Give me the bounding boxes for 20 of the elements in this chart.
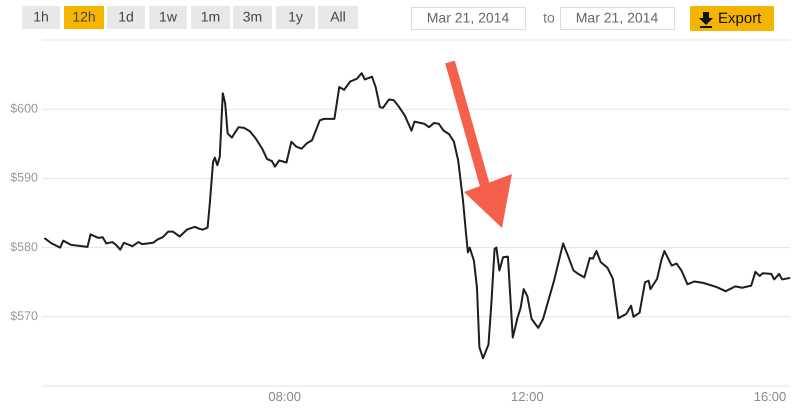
line-series — [44, 72, 790, 360]
y-tick-label: $580 — [10, 240, 38, 254]
text: All — [330, 8, 346, 25]
text: 1m — [200, 8, 220, 25]
x-tick-label: 12:00 — [511, 389, 544, 404]
y-tick-label: $590 — [10, 170, 38, 185]
y-tick-label: $570 — [10, 309, 38, 324]
text: 1y — [288, 8, 303, 25]
text: Mar 21, 2014 — [576, 10, 658, 26]
text: to — [543, 10, 556, 26]
text: 1d — [118, 8, 134, 25]
text: 12h — [72, 8, 96, 25]
text: 1w — [159, 8, 178, 25]
text: Export — [718, 10, 762, 27]
x-tick-label: 16:00 — [754, 389, 786, 404]
text: 3m — [242, 8, 262, 25]
text: Mar 21, 2014 — [426, 10, 510, 26]
x-tick-label: 08:00 — [268, 389, 301, 404]
text: 1h — [33, 8, 49, 25]
y-tick-label: $600 — [10, 101, 38, 116]
